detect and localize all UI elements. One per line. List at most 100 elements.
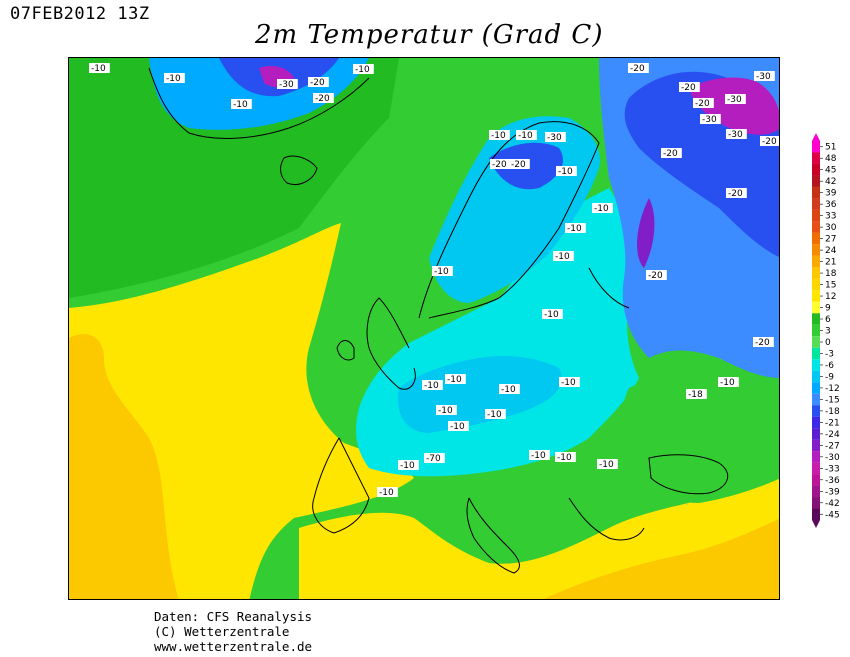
- balkan-coast: [568, 497, 645, 541]
- coastlines: [148, 67, 729, 574]
- contour-label: -20: [308, 77, 329, 88]
- contour-label: -30: [726, 129, 747, 140]
- contour-label: -70: [424, 453, 445, 464]
- contour-label-box: [422, 380, 443, 390]
- contour-label: -30: [725, 94, 746, 105]
- contour-label-text: -30: [547, 133, 562, 143]
- contour-label-box: [398, 460, 419, 470]
- legend-swatch: [812, 267, 820, 279]
- legend-swatch: [812, 497, 820, 509]
- contour-label: -10: [353, 64, 374, 75]
- temperature-map: -10 -10 -30 -20 -20 -10 -10 -10 -10 -30 -20 -20 -10 -…: [68, 57, 780, 600]
- contour-label-text: -20: [315, 94, 330, 104]
- legend-label: -36: [825, 476, 840, 486]
- contour-label-text: -10: [450, 422, 465, 432]
- contour-label: -10: [597, 459, 618, 470]
- legend-label: 33: [825, 212, 836, 222]
- contour-label: -20: [646, 270, 667, 281]
- legend-swatch: [812, 232, 820, 245]
- legend-label: 12: [825, 292, 836, 302]
- contour-label-text: -10: [594, 204, 609, 214]
- legend-label: -39: [825, 487, 840, 497]
- contour-label: -20: [509, 159, 530, 170]
- contour-label-text: -10: [491, 131, 506, 141]
- legend-label: -33: [825, 464, 840, 474]
- footer: Daten: CFS Reanalysis (C) Wetterzentrale…: [154, 609, 312, 654]
- legend-label: 42: [825, 177, 836, 187]
- footer-copyright: (C) Wetterzentrale: [154, 624, 290, 639]
- contour-label: -30: [754, 71, 775, 82]
- contour-label: -10: [718, 377, 739, 388]
- legend-label: -3: [825, 349, 834, 359]
- contour-label-text: -30: [756, 72, 771, 82]
- contour-label: -10: [231, 99, 252, 110]
- legend-swatch: [812, 485, 820, 498]
- contour-label-text: -20: [681, 83, 696, 93]
- contour-label-text: -20: [511, 160, 526, 170]
- contour-label-text: -10: [233, 100, 248, 110]
- legend-label: -6: [825, 361, 834, 371]
- legend-label: -30: [825, 453, 840, 463]
- legend-swatch: [812, 508, 820, 520]
- contour-label-text: -20: [755, 338, 770, 348]
- contour-label: -30: [277, 79, 298, 90]
- contour-label-text: -20: [728, 189, 743, 199]
- contour-label-box: [760, 136, 779, 146]
- legend-label: 9: [825, 304, 831, 314]
- contour-label-box: [597, 459, 618, 469]
- color-legend: 51484542393633302724211815129630-3-6-9-1…: [812, 133, 840, 528]
- legend-swatch: [812, 221, 820, 233]
- contour-label: -10: [529, 450, 550, 461]
- contour-label-box: [553, 251, 574, 261]
- contour-label: -10: [553, 251, 574, 262]
- russia-coldest-zone: [689, 77, 779, 135]
- contour-label-box: [646, 270, 667, 280]
- legend-label: 18: [825, 269, 837, 279]
- legend-swatch: [812, 451, 820, 463]
- contour-label-box: [445, 374, 466, 384]
- contour-label-box: [490, 159, 511, 169]
- contour-label-box: [726, 129, 747, 139]
- contour-label-text: -10: [501, 385, 516, 395]
- contour-label-box: [353, 64, 374, 74]
- atlantic-warm-band: [69, 58, 399, 298]
- contour-label: -10: [422, 380, 443, 391]
- legend-label: 3: [825, 327, 831, 337]
- italy-coast: [466, 497, 520, 574]
- contour-label-text: -30: [279, 80, 294, 90]
- contour-label: -20: [679, 82, 700, 93]
- legend-label: -15: [825, 395, 840, 405]
- contour-label-text: -10: [599, 460, 614, 470]
- legend-swatch: [812, 370, 820, 383]
- contour-label-box: [231, 99, 252, 109]
- contour-label: -30: [545, 132, 566, 143]
- contour-label: -20: [313, 93, 334, 104]
- legend-label: 24: [825, 246, 837, 256]
- contour-label-text: -10: [355, 65, 370, 75]
- contour-label: -10: [555, 452, 576, 463]
- legend-swatch: [812, 405, 820, 417]
- legend-swatch: [812, 347, 820, 360]
- contour-label-box: [753, 337, 774, 347]
- legend-swatch: [812, 186, 820, 199]
- contour-label-box: [529, 450, 550, 460]
- contour-label-text: -70: [426, 454, 441, 464]
- contour-label-box: [542, 309, 563, 319]
- contour-label-box: [448, 421, 469, 431]
- contour-label: -18: [686, 389, 707, 400]
- contour-label-box: [661, 148, 682, 158]
- british-isles-coast: [366, 297, 416, 390]
- contour-labels: -10 -10 -30 -20 -20 -10 -10 -10 -10 -30 -20 -20 -10 -…: [89, 63, 779, 498]
- contour-label-text: -10: [166, 74, 181, 84]
- contour-label: -20: [726, 188, 747, 199]
- baltic-coast: [588, 267, 630, 309]
- atlantic-orange-zone: [69, 334, 179, 599]
- legend-swatch: [812, 209, 820, 222]
- legend-label: -21: [825, 418, 840, 428]
- contour-label-box: [436, 405, 457, 415]
- contour-label-box: [424, 453, 445, 463]
- legend-swatch: [812, 359, 820, 371]
- contour-label: -30: [700, 114, 721, 125]
- contour-label-text: -20: [630, 64, 645, 74]
- legend-swatch: [812, 336, 820, 348]
